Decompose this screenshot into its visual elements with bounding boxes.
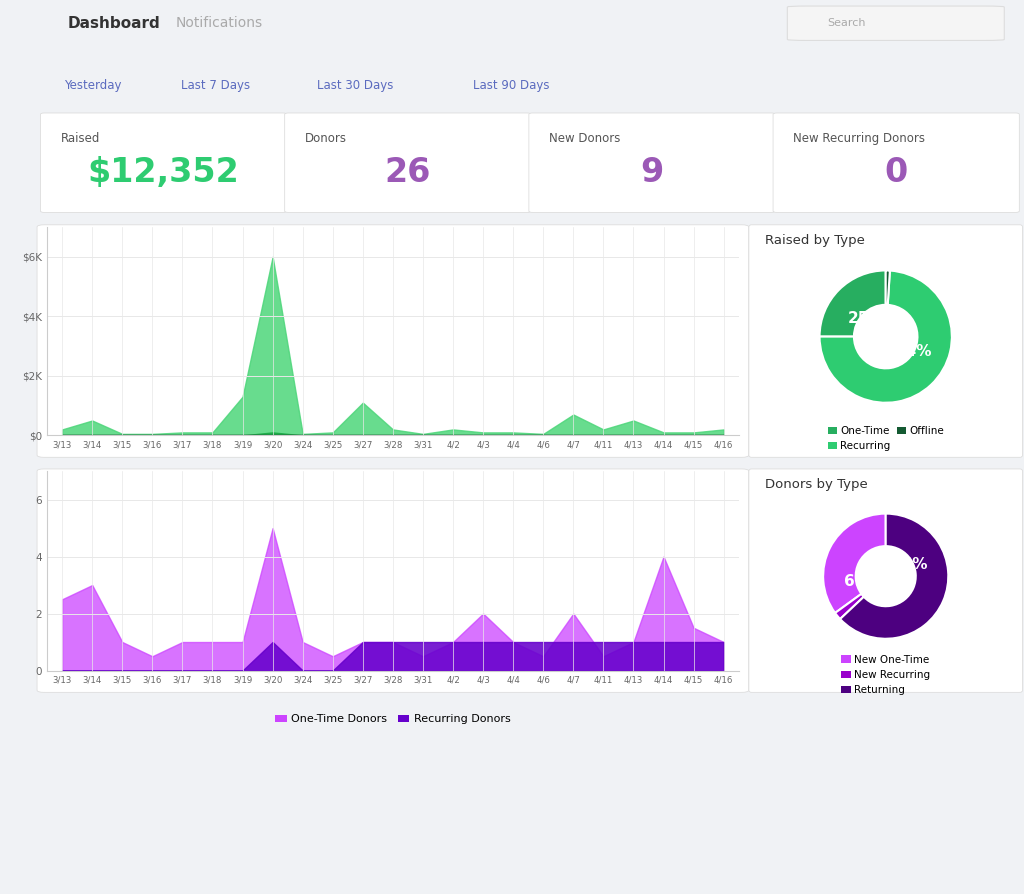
Text: 74%: 74%: [895, 343, 932, 358]
Text: Search: Search: [826, 18, 865, 29]
Wedge shape: [840, 514, 948, 638]
Text: Raised: Raised: [60, 131, 100, 145]
Wedge shape: [886, 271, 890, 305]
Text: Last 30 Days: Last 30 Days: [317, 79, 393, 92]
Text: Donors: Donors: [305, 131, 347, 145]
Text: New Recurring Donors: New Recurring Donors: [794, 131, 926, 145]
Wedge shape: [836, 594, 864, 619]
Legend: One-Time, Recurring, Offline: One-Time, Recurring, Offline: [823, 422, 948, 455]
Text: 25%: 25%: [848, 310, 884, 325]
Text: 9: 9: [640, 156, 664, 189]
FancyBboxPatch shape: [37, 469, 749, 692]
Text: Notifications: Notifications: [176, 16, 263, 30]
Text: Last 90 Days: Last 90 Days: [473, 79, 550, 92]
Text: 65%: 65%: [844, 574, 881, 588]
Wedge shape: [819, 271, 886, 337]
FancyBboxPatch shape: [285, 113, 530, 213]
Text: 35%: 35%: [891, 558, 928, 572]
Text: New Donors: New Donors: [549, 131, 621, 145]
Text: Donors by Type: Donors by Type: [765, 477, 867, 491]
Wedge shape: [819, 271, 952, 402]
Legend: One-Time Donors, Recurring Donors: One-Time Donors, Recurring Donors: [271, 710, 515, 729]
Text: Yesterday: Yesterday: [63, 79, 121, 92]
FancyBboxPatch shape: [787, 6, 1005, 40]
Text: $12,352: $12,352: [88, 156, 240, 189]
Text: Dashboard: Dashboard: [68, 16, 160, 30]
Text: Last 7 Days: Last 7 Days: [180, 79, 250, 92]
FancyBboxPatch shape: [749, 469, 1023, 692]
Text: 26: 26: [385, 156, 431, 189]
FancyBboxPatch shape: [40, 113, 287, 213]
Text: 0: 0: [885, 156, 908, 189]
Text: Raised by Day: Raised by Day: [54, 234, 150, 247]
Text: Donors by Day: Donors by Day: [54, 477, 153, 491]
Text: Raised by Type: Raised by Type: [765, 234, 865, 247]
Legend: New One-Time, New Recurring, Returning: New One-Time, New Recurring, Returning: [838, 651, 934, 699]
FancyBboxPatch shape: [37, 224, 749, 458]
FancyBboxPatch shape: [773, 113, 1019, 213]
Wedge shape: [823, 514, 886, 613]
FancyBboxPatch shape: [528, 113, 775, 213]
FancyBboxPatch shape: [749, 224, 1023, 458]
Legend: One-Time, Recurring, Offline: One-Time, Recurring, Offline: [283, 477, 504, 496]
